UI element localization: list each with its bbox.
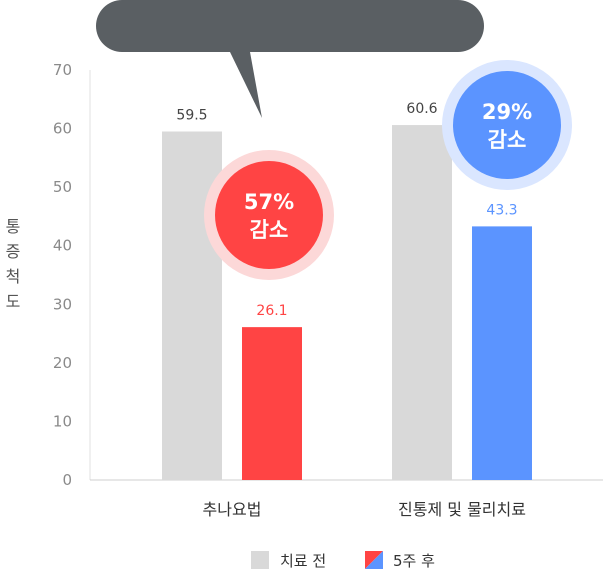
legend-swatch-before (251, 551, 269, 569)
category-label: 추나요법 (203, 500, 262, 519)
reduction-percent: 29% (482, 100, 532, 124)
value-label-after: 43.3 (486, 202, 517, 218)
reduction-percent: 57% (244, 190, 294, 214)
bar-before (392, 125, 452, 481)
reduction-text: 감소 (488, 128, 527, 152)
reduction-text: 감소 (250, 218, 289, 242)
y-tick-label: 40 (53, 237, 72, 255)
value-label-before: 59.5 (176, 108, 207, 124)
y-tick-label: 30 (53, 295, 72, 313)
reduction-circle (215, 161, 323, 269)
category-label: 진통제 및 물리치료 (398, 500, 526, 519)
legend-label-before: 치료 전 (280, 552, 326, 570)
callout-bubble (96, 0, 484, 118)
value-label-before: 60.6 (406, 101, 437, 117)
y-tick-label: 50 (53, 178, 72, 196)
legend-swatch-after-blue (365, 551, 383, 569)
reduction-circle (453, 71, 561, 179)
y-tick-label: 20 (53, 354, 72, 372)
bar-after (472, 226, 532, 480)
y-tick-label: 60 (53, 120, 72, 138)
y-tick-label: 0 (62, 471, 72, 489)
bar-after (242, 327, 302, 480)
y-tick-label: 70 (53, 61, 72, 79)
value-label-after: 26.1 (256, 303, 287, 319)
y-tick-label: 10 (53, 412, 72, 430)
legend-label-after: 5주 후 (393, 552, 435, 570)
